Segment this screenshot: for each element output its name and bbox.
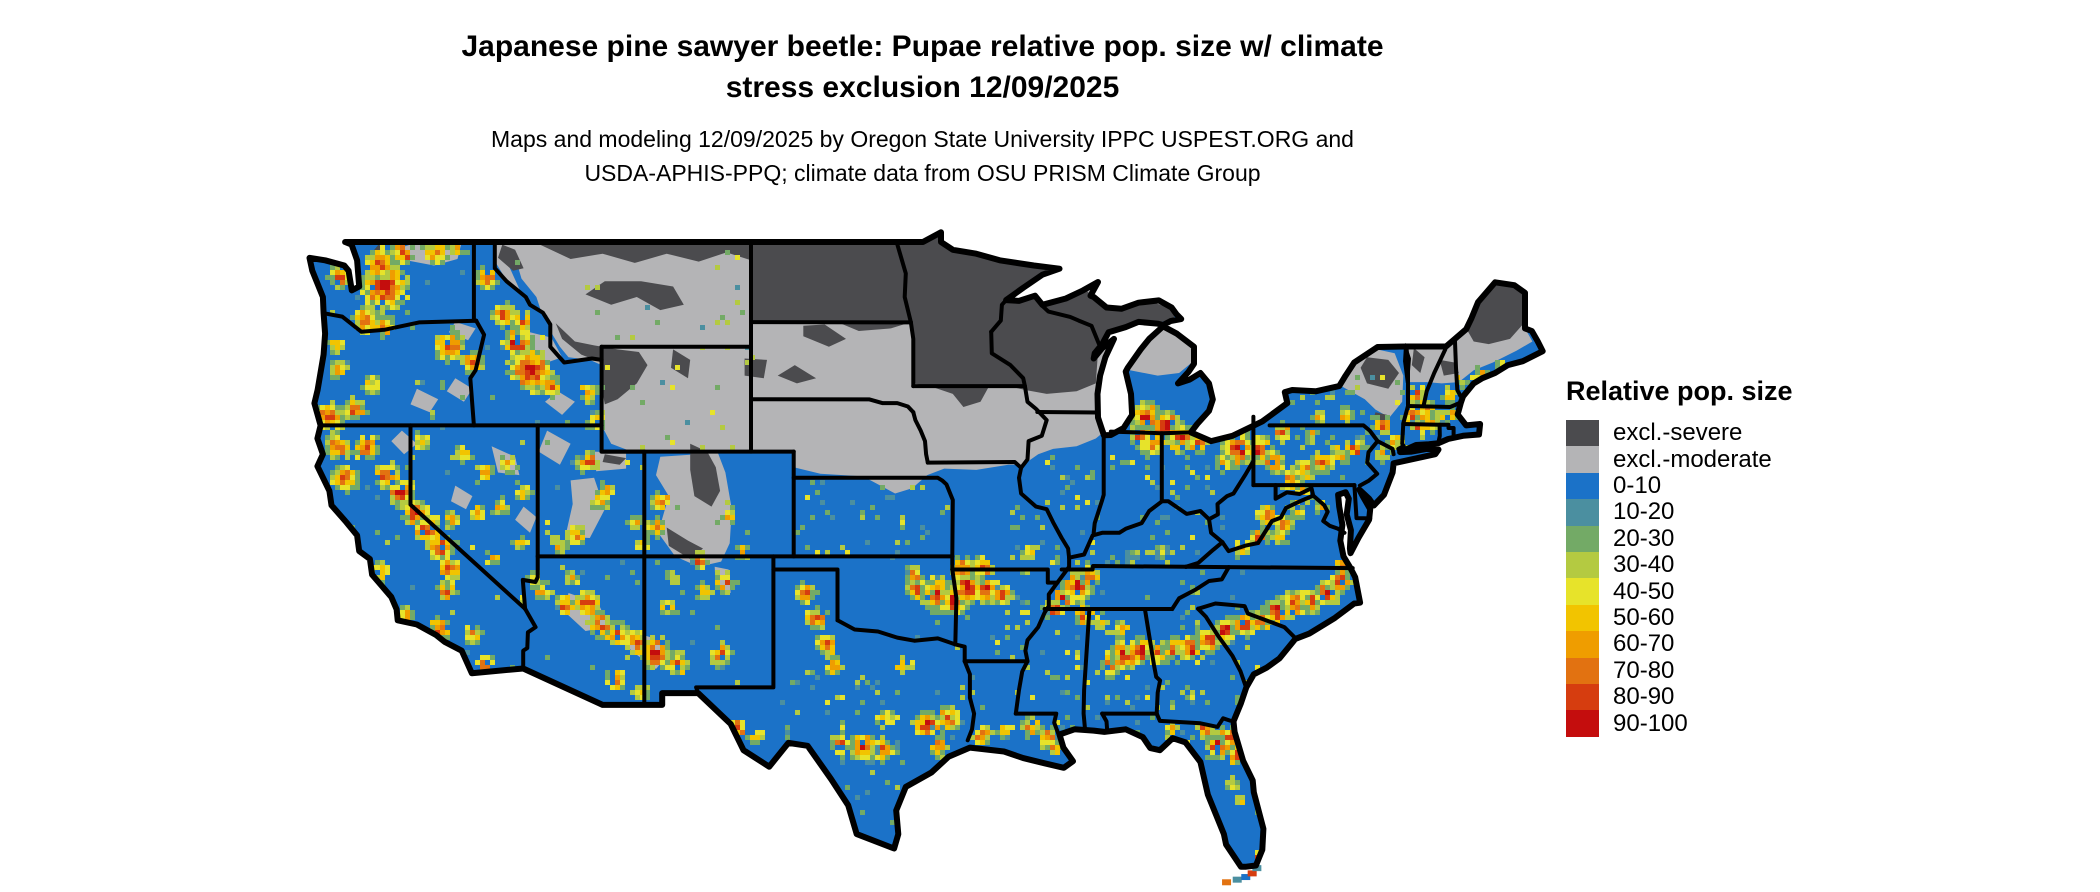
legend-entry: 60-70 (1566, 630, 1793, 658)
state-borders (318, 240, 1463, 743)
legend: Relative pop. size excl.-severe excl.-mod… (1566, 376, 1793, 737)
map-subtitle: Maps and modeling 12/09/2025 by Oregon S… (0, 122, 1845, 190)
legend-entry: 50-60 (1566, 603, 1793, 632)
legend-entry: 80-90 (1566, 683, 1793, 711)
legend-swatch (1566, 657, 1599, 684)
legend-entry: 70-80 (1566, 656, 1793, 684)
legend-label: 20-30 (1613, 524, 1675, 552)
legend-label: 80-90 (1613, 683, 1675, 711)
map-subtitle-line2: USDA-APHIS-PPQ; climate data from OSU PR… (584, 160, 1261, 186)
legend-swatch (1566, 420, 1599, 447)
raster-layer (309, 232, 1543, 867)
legend-entries: excl.-severe excl.-moderate 0-10 10-20 20-30… (1566, 419, 1793, 737)
legend-entry: 20-30 (1566, 524, 1793, 552)
legend-title: Relative pop. size (1566, 376, 1793, 406)
legend-label: excl.-severe (1613, 419, 1743, 447)
legend-label: 50-60 (1613, 603, 1675, 631)
legend-label: excl.-moderate (1613, 445, 1772, 473)
legend-label: 0-10 (1613, 471, 1662, 499)
legend-entry: 40-50 (1566, 577, 1793, 605)
map-title-line1: Japanese pine sawyer beetle: Pupae relat… (461, 30, 1384, 63)
legend-entry: 10-20 (1566, 498, 1793, 526)
us-outline (306, 229, 1546, 870)
legend-swatch (1566, 446, 1599, 473)
legend-swatch (1566, 604, 1599, 632)
map-title-line2: stress exclusion 12/09/2025 (725, 71, 1120, 104)
legend-entry: excl.-severe (1566, 419, 1793, 447)
legend-swatch (1566, 525, 1599, 552)
legend-swatch (1566, 631, 1599, 658)
legend-label: 90-100 (1613, 709, 1688, 737)
legend-label: 10-20 (1613, 498, 1675, 526)
legend-label: 70-80 (1613, 656, 1675, 684)
legend-entry: 90-100 (1566, 709, 1793, 737)
legend-label: 30-40 (1613, 551, 1675, 579)
legend-entry: 0-10 (1566, 471, 1793, 500)
map-subtitle-line1: Maps and modeling 12/09/2025 by Oregon S… (491, 126, 1354, 152)
legend-entry: 30-40 (1566, 551, 1793, 579)
legend-swatch (1566, 551, 1599, 579)
legend-swatch (1566, 578, 1599, 605)
legend-entry: excl.-moderate (1566, 445, 1793, 473)
legend-swatch (1566, 472, 1599, 500)
legend-label: 40-50 (1613, 577, 1675, 605)
map-title: Japanese pine sawyer beetle: Pupae relat… (0, 26, 1845, 108)
legend-swatch (1566, 683, 1599, 711)
legend-swatch (1566, 499, 1599, 526)
legend-swatch (1566, 710, 1599, 737)
legend-label: 60-70 (1613, 630, 1675, 658)
